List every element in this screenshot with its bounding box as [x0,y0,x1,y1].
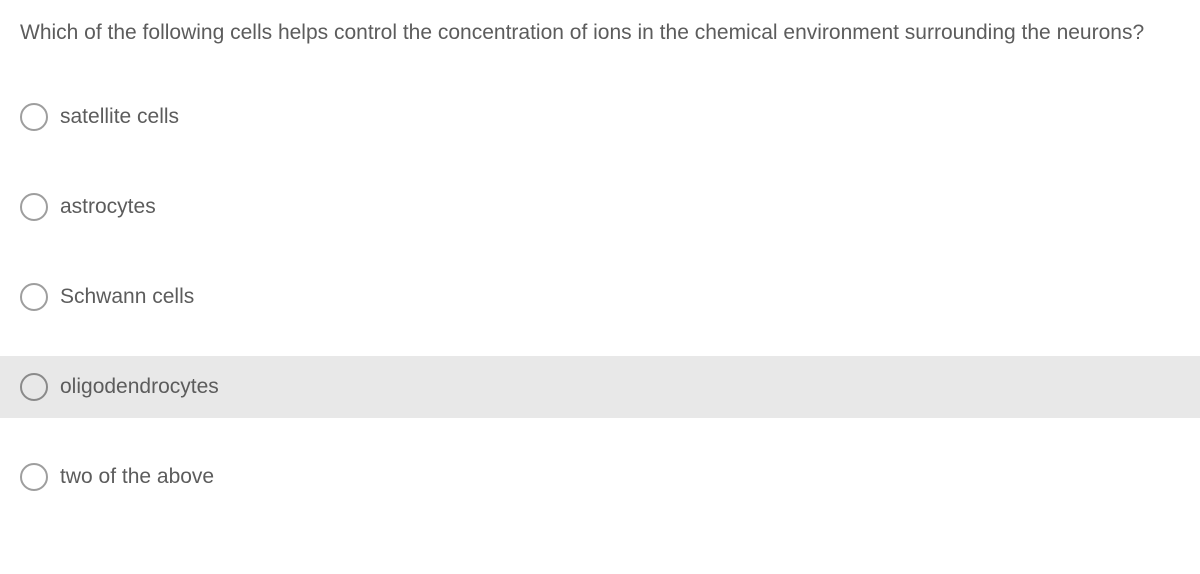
option-row-2[interactable]: Schwann cells [0,266,1200,328]
option-row-4[interactable]: two of the above [0,446,1200,508]
radio-icon[interactable] [20,283,48,311]
option-row-3[interactable]: oligodendrocytes [0,356,1200,418]
option-label: oligodendrocytes [60,375,219,399]
radio-icon[interactable] [20,463,48,491]
radio-icon[interactable] [20,103,48,131]
option-label: satellite cells [60,105,179,129]
radio-icon[interactable] [20,373,48,401]
radio-icon[interactable] [20,193,48,221]
option-label: Schwann cells [60,285,194,309]
options-group: satellite cells astrocytes Schwann cells… [0,86,1200,508]
option-row-1[interactable]: astrocytes [0,176,1200,238]
question-text: Which of the following cells helps contr… [0,18,1200,86]
quiz-question-block: Which of the following cells helps contr… [0,0,1200,508]
option-label: two of the above [60,465,214,489]
option-row-0[interactable]: satellite cells [0,86,1200,148]
option-label: astrocytes [60,195,156,219]
